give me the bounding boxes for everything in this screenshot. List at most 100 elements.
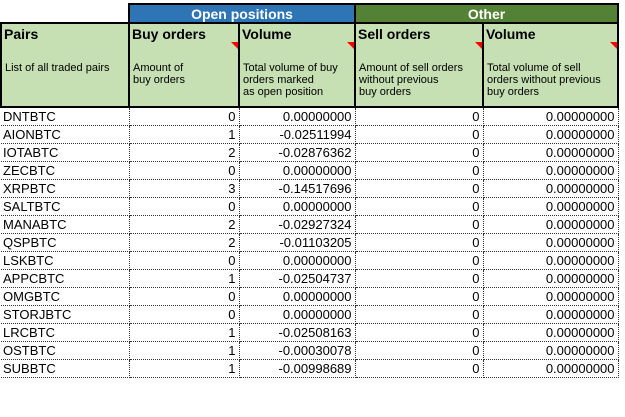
sell-volume-cell[interactable]: 0.00000000: [482, 160, 619, 180]
table-row: OMGBTC 0 0.00000000 0 0.00000000: [1, 286, 619, 306]
table-row: APPCBTC 1 -0.02504737 0 0.00000000: [1, 268, 619, 288]
buy-volume-cell[interactable]: -0.01103205: [238, 232, 356, 252]
buy-orders-cell[interactable]: 2: [128, 142, 240, 162]
pair-cell[interactable]: OMGBTC: [1, 286, 130, 306]
pair-cell[interactable]: APPCBTC: [1, 268, 130, 288]
pair-cell[interactable]: QSPBTC: [1, 232, 130, 252]
pair-cell[interactable]: SALTBTC: [1, 196, 130, 216]
pair-cell[interactable]: OSTBTC: [1, 340, 130, 360]
pair-cell[interactable]: LRCBTC: [1, 322, 130, 342]
sell-orders-cell[interactable]: 0: [354, 322, 484, 342]
sell-orders-cell[interactable]: 0: [354, 304, 484, 324]
sell-volume-cell[interactable]: 0.00000000: [482, 178, 619, 198]
buy-volume-cell[interactable]: -0.14517696: [238, 178, 356, 198]
buy-volume-cell[interactable]: 0.00000000: [238, 304, 356, 324]
group-header-row: Open positions Other: [1, 3, 620, 24]
column-title: Sell orders: [358, 26, 431, 42]
column-description: Amount of sell orders without previous b…: [359, 62, 463, 98]
sell-volume-cell[interactable]: 0.00000000: [482, 214, 619, 234]
pair-cell[interactable]: DNTBTC: [1, 106, 130, 126]
pair-cell[interactable]: STORJBTC: [1, 304, 130, 324]
buy-orders-cell[interactable]: 0: [128, 196, 240, 216]
sell-orders-cell[interactable]: 0: [354, 196, 484, 216]
sell-orders-cell[interactable]: 0: [354, 268, 484, 288]
sell-volume-cell[interactable]: 0.00000000: [482, 250, 619, 270]
sell-volume-cell[interactable]: 0.00000000: [482, 304, 619, 324]
sell-orders-cell[interactable]: 0: [354, 358, 484, 378]
buy-volume-cell[interactable]: 0.00000000: [238, 160, 356, 180]
column-header-sell-orders-3[interactable]: Sell orders Amount of sell orders without…: [354, 22, 485, 108]
comment-indicator-icon: [231, 42, 237, 49]
buy-volume-cell[interactable]: 0.00000000: [238, 250, 356, 270]
group-header-open-positions[interactable]: Open positions: [127, 3, 357, 24]
column-header-volume-2[interactable]: Volume Total volume of buy orders marked …: [237, 22, 357, 108]
buy-volume-cell[interactable]: -0.02504737: [238, 268, 356, 288]
buy-orders-cell[interactable]: 0: [128, 286, 240, 306]
buy-orders-cell[interactable]: 1: [128, 322, 240, 342]
table-row: OSTBTC 1 -0.00030078 0 0.00000000: [1, 340, 619, 360]
sell-orders-cell[interactable]: 0: [354, 250, 484, 270]
sell-volume-cell[interactable]: 0.00000000: [482, 340, 619, 360]
buy-orders-cell[interactable]: 2: [128, 232, 240, 252]
buy-orders-cell[interactable]: 0: [128, 160, 240, 180]
column-description: Total volume of buy orders marked as ope…: [243, 62, 338, 98]
sell-orders-cell[interactable]: 0: [354, 178, 484, 198]
sell-orders-cell[interactable]: 0: [354, 214, 484, 234]
buy-orders-cell[interactable]: 1: [128, 340, 240, 360]
buy-volume-cell[interactable]: -0.02511994: [238, 124, 356, 144]
column-title: Volume: [242, 26, 292, 42]
buy-orders-cell[interactable]: 0: [128, 250, 240, 270]
buy-volume-cell[interactable]: 0.00000000: [238, 196, 356, 216]
buy-orders-cell[interactable]: 1: [128, 124, 240, 144]
sell-orders-cell[interactable]: 0: [354, 160, 484, 180]
sell-volume-cell[interactable]: 0.00000000: [482, 124, 619, 144]
column-header-volume-4[interactable]: Volume Total volume of sell orders withou…: [482, 22, 620, 108]
buy-orders-cell[interactable]: 1: [128, 358, 240, 378]
group-header-other[interactable]: Other: [354, 3, 620, 24]
sell-volume-cell[interactable]: 0.00000000: [482, 106, 619, 126]
column-title: Pairs: [4, 26, 39, 42]
sell-volume-cell[interactable]: 0.00000000: [482, 232, 619, 252]
table-row: IOTABTC 2 -0.02876362 0 0.00000000: [1, 142, 619, 162]
positions-table: Open positions Other Pairs List of all tr…: [0, 3, 620, 378]
pair-cell[interactable]: MANABTC: [1, 214, 130, 234]
buy-orders-cell[interactable]: 3: [128, 178, 240, 198]
pair-cell[interactable]: AIONBTC: [1, 124, 130, 144]
buy-volume-cell[interactable]: 0.00000000: [238, 106, 356, 126]
sell-volume-cell[interactable]: 0.00000000: [482, 322, 619, 342]
buy-orders-cell[interactable]: 1: [128, 268, 240, 288]
sell-orders-cell[interactable]: 0: [354, 340, 484, 360]
sell-orders-cell[interactable]: 0: [354, 286, 484, 306]
pair-cell[interactable]: LSKBTC: [1, 250, 130, 270]
buy-orders-cell[interactable]: 2: [128, 214, 240, 234]
sell-volume-cell[interactable]: 0.00000000: [482, 286, 619, 306]
sell-orders-cell[interactable]: 0: [354, 124, 484, 144]
buy-volume-cell[interactable]: -0.02508163: [238, 322, 356, 342]
sell-volume-cell[interactable]: 0.00000000: [482, 268, 619, 288]
buy-volume-cell[interactable]: -0.00998689: [238, 358, 356, 378]
table-row: QSPBTC 2 -0.01103205 0 0.00000000: [1, 232, 619, 252]
pair-cell[interactable]: IOTABTC: [1, 142, 130, 162]
column-header-pairs-0[interactable]: Pairs List of all traded pairs: [0, 22, 130, 108]
buy-volume-cell[interactable]: 0.00000000: [238, 286, 356, 306]
sell-orders-cell[interactable]: 0: [354, 232, 484, 252]
buy-volume-cell[interactable]: -0.02927324: [238, 214, 356, 234]
pair-cell[interactable]: ZECBTC: [1, 160, 130, 180]
sell-orders-cell[interactable]: 0: [354, 142, 484, 162]
buy-volume-cell[interactable]: -0.00030078: [238, 340, 356, 360]
table-row: DNTBTC 0 0.00000000 0 0.00000000: [1, 106, 619, 126]
pair-cell[interactable]: SUBBTC: [1, 358, 130, 378]
sell-volume-cell[interactable]: 0.00000000: [482, 196, 619, 216]
sell-volume-cell[interactable]: 0.00000000: [482, 358, 619, 378]
table-row: AIONBTC 1 -0.02511994 0 0.00000000: [1, 124, 619, 144]
sell-orders-cell[interactable]: 0: [354, 106, 484, 126]
table-row: LSKBTC 0 0.00000000 0 0.00000000: [1, 250, 619, 270]
buy-volume-cell[interactable]: -0.02876362: [238, 142, 356, 162]
buy-orders-cell[interactable]: 0: [128, 106, 240, 126]
sell-volume-cell[interactable]: 0.00000000: [482, 142, 619, 162]
buy-orders-cell[interactable]: 0: [128, 304, 240, 324]
table-row: SUBBTC 1 -0.00998689 0 0.00000000: [1, 358, 619, 378]
column-header-buy-orders-1[interactable]: Buy orders Amount of buy orders: [128, 22, 240, 108]
pair-cell[interactable]: XRPBTC: [1, 178, 130, 198]
